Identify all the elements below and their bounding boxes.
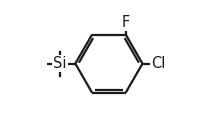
Text: Si: Si: [53, 56, 66, 71]
Text: Cl: Cl: [151, 56, 165, 71]
Text: F: F: [122, 15, 130, 30]
